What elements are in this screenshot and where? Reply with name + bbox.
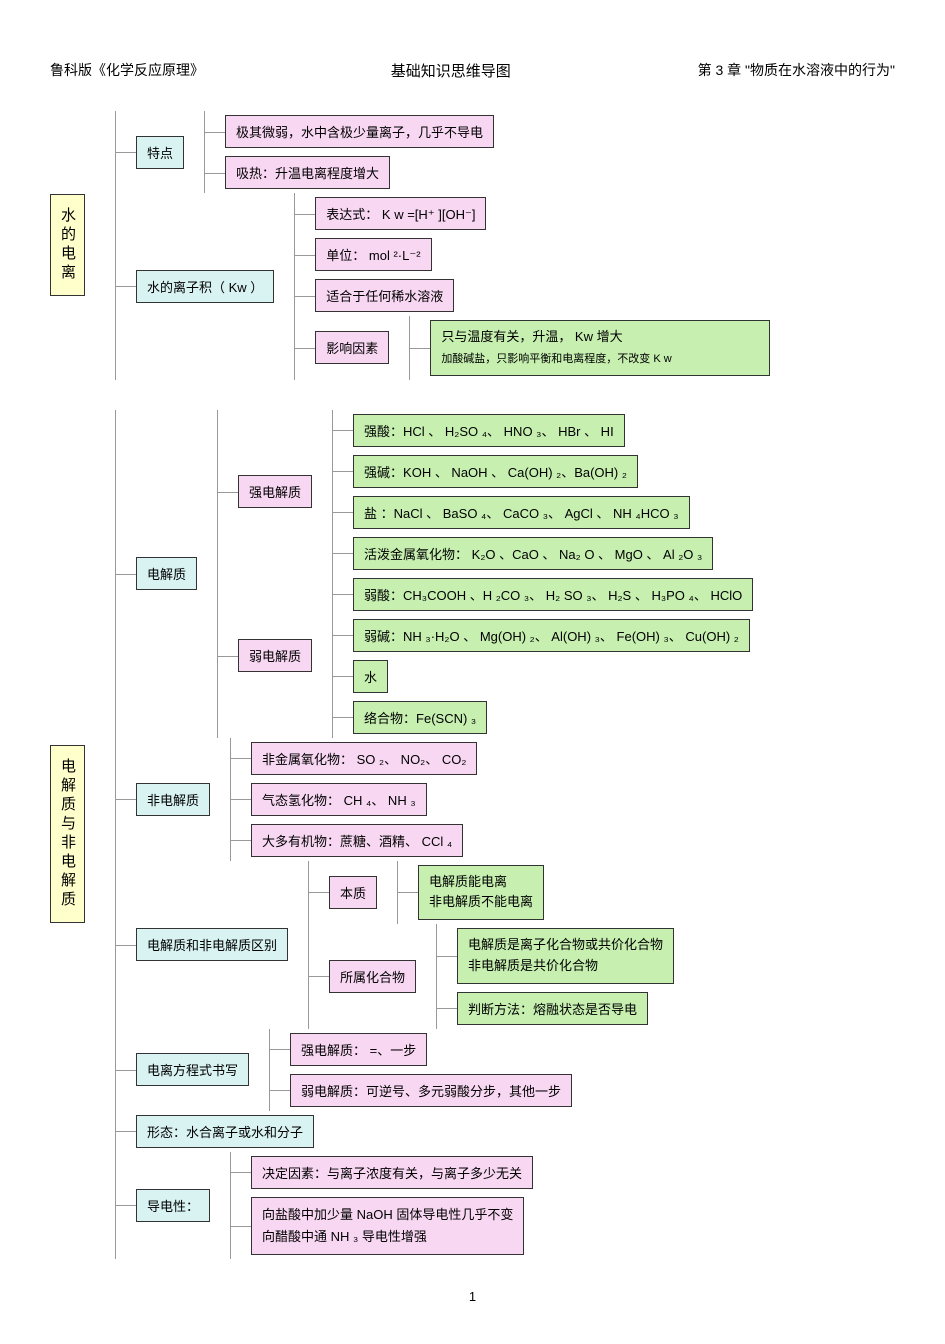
leaf-weak-acid: 弱酸：CH₃COOH 、H ₂CO ₃、 H₂ SO ₃、 H₂S 、 H₃PO… [353,578,753,611]
leaf-nonmetal-oxide: 非金属氧化物： SO ₂、 NO₂、 CO₂ [251,742,477,775]
page-number: 1 [50,1289,895,1304]
text-essence-1: 电解质能电离 [429,874,507,889]
leaf-salt: 盐 ：NaCl 、 BaSO ₄、 CaCO ₃、 AgCl 、 NH ₄HCO… [353,496,689,529]
header-right: 第 3 章 "物质在水溶液中的行为" [698,60,895,81]
leaf-kw-unit: 单位： mol ²·L⁻² [315,238,431,271]
node-ionization-equation: 电离方程式书写 [136,1053,249,1086]
leaf-conductivity-factor: 决定因素：与离子浓度有关，与离子多少无关 [251,1156,533,1189]
leaf-weak-eq: 弱电解质：可逆号、多元弱酸分步，其他一步 [290,1074,572,1107]
node-electrolyte: 电解质 [136,557,197,590]
text-compound-1: 电解质是离子化合物或共价化合物 [468,937,663,952]
leaf-judge-method: 判断方法：熔融状态是否导电 [457,992,648,1025]
leaf-strong-base: 强碱：KOH 、 NaOH 、 Ca(OH) ₂、Ba(OH) ₂ [353,455,638,488]
node-form: 形态：水合离子或水和分子 [136,1115,314,1148]
node-non-electrolyte: 非电解质 [136,783,210,816]
text-kw-temp: 只与温度有关，升温， Kw 增大 [441,329,622,344]
root-water-ionization: 水的电离 [50,194,85,296]
leaf-weak-base: 弱碱：NH ₃·H₂O 、 Mg(OH) ₂、 Al(OH) ₃、 Fe(OH)… [353,619,750,652]
section-water-ionization: 水的电离 特点 极其微弱，水中含极少量离子，几乎不导电 吸热：升温电离程度增大 … [50,111,895,380]
leaf-weak-ionization: 极其微弱，水中含极少量离子，几乎不导电 [225,115,494,148]
header-center: 基础知识思维导图 [391,60,511,81]
leaf-water: 水 [353,660,388,693]
leaf-kw-expression: 表达式： K w =[H⁺ ][OH⁻] [315,197,486,230]
node-kw: 水的离子积（ Kw ） [136,270,274,303]
leaf-complex: 络合物：Fe(SCN) ₃ [353,701,487,734]
section-electrolyte: 电解质与非电解质 电解质 强电解质 强酸：HCl 、 H₂SO ₄、 HNO ₃… [50,410,895,1259]
header-left: 鲁科版《化学反应原理》 [50,60,204,81]
node-compound-type: 所属化合物 [329,960,416,993]
leaf-strong-eq: 强电解质： =、一步 [290,1033,427,1066]
node-difference: 电解质和非电解质区别 [136,928,288,961]
node-characteristics: 特点 [136,136,184,169]
leaf-gas-hydride: 气态氢化物： CH ₄、 NH ₃ [251,783,427,816]
text-essence-2: 非电解质不能电离 [429,894,533,909]
root-electrolyte: 电解质与非电解质 [50,745,85,923]
node-essence: 本质 [329,876,377,909]
page-header: 鲁科版《化学反应原理》 基础知识思维导图 第 3 章 "物质在水溶液中的行为" [50,60,895,81]
leaf-kw-scope: 适合于任何稀水溶液 [315,279,454,312]
text-conduct-2: 向醋酸中通 NH ₃ 导电性增强 [262,1229,427,1244]
leaf-active-metal-oxide: 活泼金属氧化物： K₂O 、CaO 、 Na₂ O 、 MgO 、 Al ₂O … [353,537,713,570]
leaf-endothermic: 吸热：升温电离程度增大 [225,156,390,189]
leaf-kw-factor-detail: 只与温度有关，升温， Kw 增大 加酸碱盐，只影响平衡和电离程度，不改变 K w [430,320,770,376]
node-kw-factors: 影响因素 [315,331,389,364]
leaf-compound-detail: 电解质是离子化合物或共价化合物 非电解质是共价化合物 [457,928,674,984]
node-strong-electrolyte: 强电解质 [238,475,312,508]
text-compound-2: 非电解质是共价化合物 [468,958,598,973]
leaf-strong-acid: 强酸：HCl 、 H₂SO ₄、 HNO ₃、 HBr 、 HI [353,414,625,447]
leaf-essence-detail: 电解质能电离 非电解质不能电离 [418,865,544,921]
leaf-conductivity-example: 向盐酸中加少量 NaOH 固体导电性几乎不变 向醋酸中通 NH ₃ 导电性增强 [251,1197,524,1255]
node-weak-electrolyte: 弱电解质 [238,639,312,672]
text-kw-acid: 加酸碱盐，只影响平衡和电离程度，不改变 K w [441,353,671,365]
text-conduct-1: 向盐酸中加少量 NaOH 固体导电性几乎不变 [262,1207,513,1222]
node-conductivity: 导电性： [136,1189,210,1222]
leaf-organic: 大多有机物：蔗糖、酒精、 CCl ₄ [251,824,463,857]
